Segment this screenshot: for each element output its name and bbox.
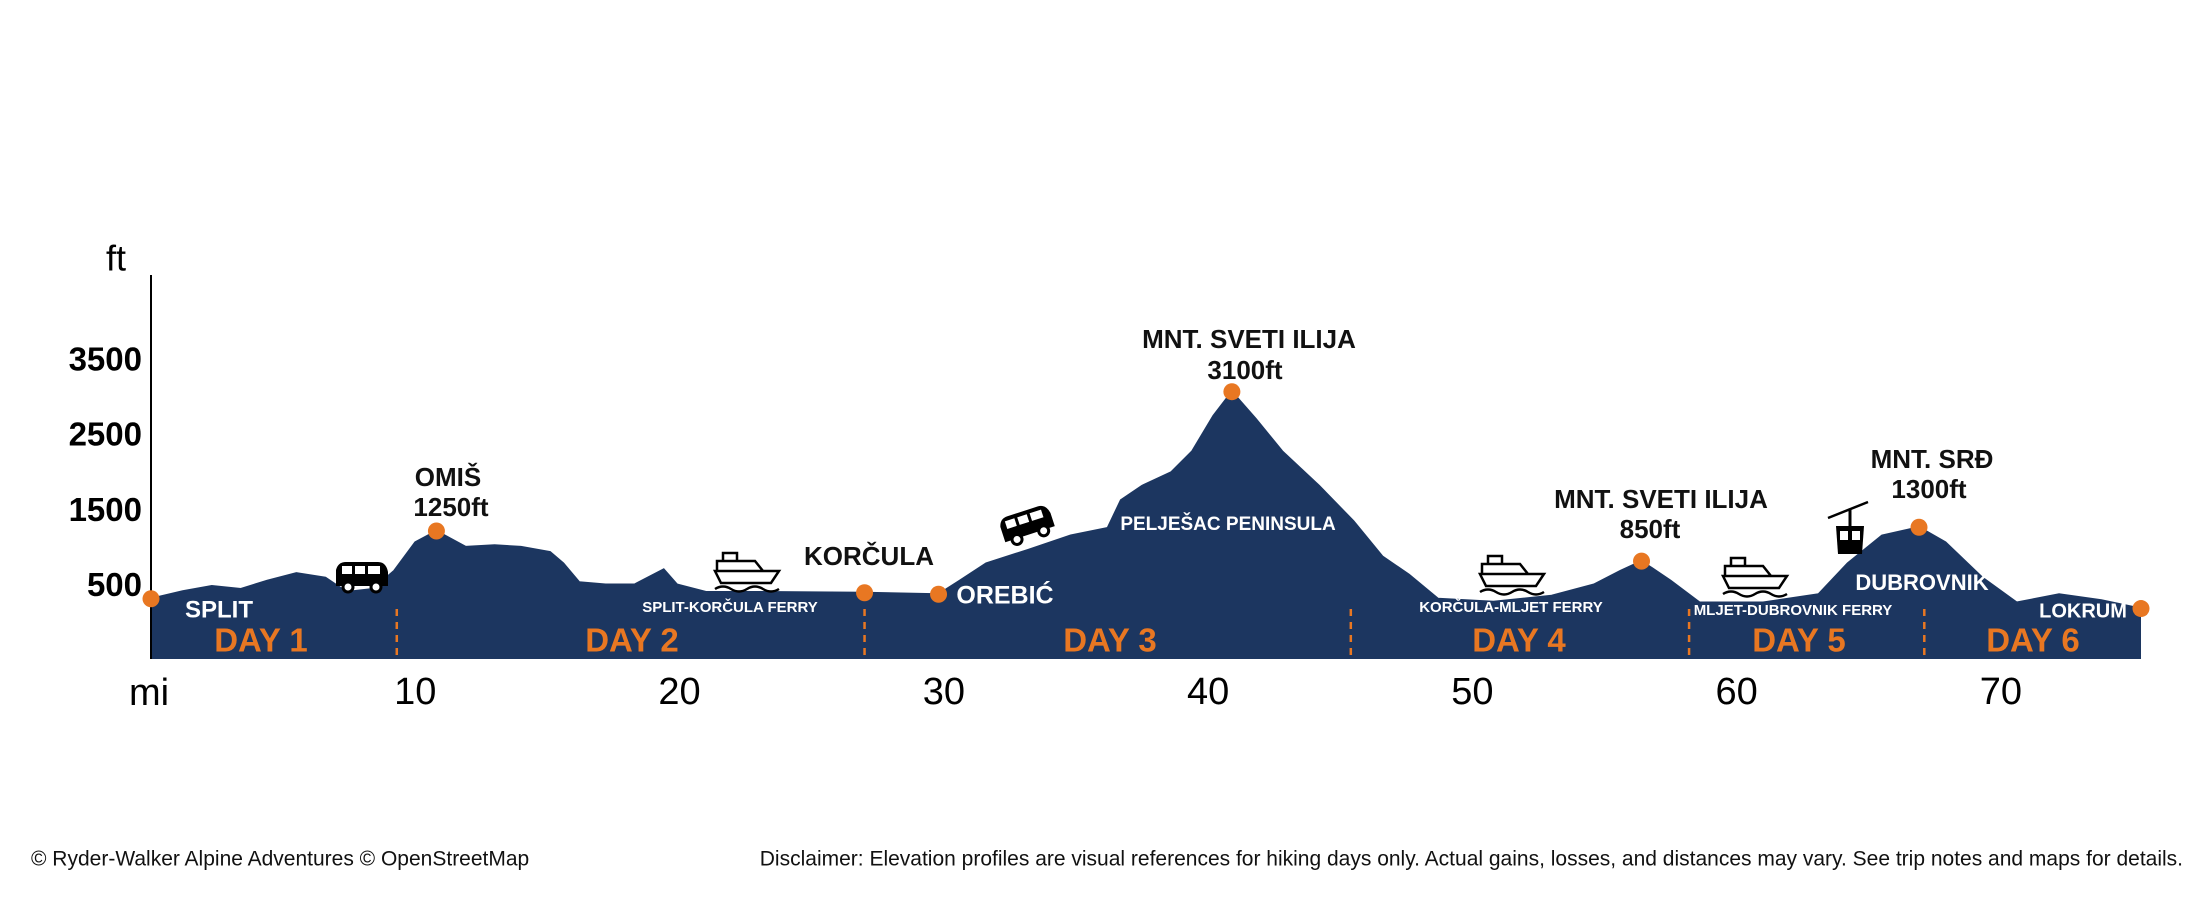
day-label: DAY 6 <box>1986 622 2080 659</box>
day-label: DAY 1 <box>214 622 308 659</box>
y-tick-label: 500 <box>87 566 142 603</box>
x-tick-label: 40 <box>1187 671 1229 713</box>
annotation: KORČULA-MLJET FERRY <box>1419 598 1603 616</box>
disclaimer: Disclaimer: Elevation profiles are visua… <box>760 848 2183 871</box>
day-label: DAY 3 <box>1063 622 1157 659</box>
marker-dot <box>856 584 874 602</box>
gondola-icon <box>1827 500 1869 554</box>
marker-dot <box>1633 552 1651 570</box>
y-tick-label: 1500 <box>69 491 142 528</box>
annotation: MLJET-DUBROVNIK FERRY <box>1694 602 1893 619</box>
marker-dot <box>1223 383 1241 401</box>
x-axis-unit: mi <box>129 672 169 714</box>
plot: 500 1500 2500 3500 10 20 30 40 50 60 70 <box>69 275 2150 713</box>
marker-dot <box>2132 600 2150 618</box>
annotation: SPLIT-KORČULA FERRY <box>642 598 818 616</box>
x-tick-label: 60 <box>1716 671 1758 713</box>
marker-elevation: 1300ft <box>1891 474 1966 504</box>
y-tick-label: 2500 <box>69 416 142 453</box>
ferry-icon <box>1720 556 1790 598</box>
van-icon <box>1000 505 1055 546</box>
marker-elevation: 3100ft <box>1207 355 1282 385</box>
marker-dot <box>1910 518 1928 536</box>
marker-name: LOKRUM <box>2039 600 2127 622</box>
area-fill <box>151 391 2141 659</box>
marker-name: MNT. SVETI ILIJA <box>1554 484 1768 514</box>
marker-name: SPLIT <box>185 596 253 623</box>
marker-elevation: 850ft <box>1620 514 1681 544</box>
credit: © Ryder-Walker Alpine Adventures © OpenS… <box>31 848 529 871</box>
marker-name: KORČULA <box>804 541 934 571</box>
marker-dot <box>930 585 948 603</box>
annotation: PELJEŠAC PENINSULA <box>1120 513 1336 535</box>
marker-name: OREBIĆ <box>956 580 1053 610</box>
marker-elevation: 1250ft <box>413 492 488 522</box>
marker-name: OMIŠ <box>415 462 481 492</box>
marker-name: MNT. SRĐ <box>1871 444 1994 474</box>
day-label: DAY 5 <box>1752 622 1846 659</box>
marker-dot <box>427 522 445 540</box>
ferry-icon <box>1477 554 1547 596</box>
ferry-icon <box>712 551 782 593</box>
y-axis-unit: ft <box>106 238 126 279</box>
x-tick-label: 70 <box>1980 671 2022 713</box>
profile-line <box>150 390 2142 610</box>
day-label: DAY 2 <box>585 622 679 659</box>
marker-name: MNT. SVETI ILIJA <box>1142 324 1356 354</box>
x-tick-label: 30 <box>923 671 965 713</box>
x-tick-label: 20 <box>658 671 700 713</box>
x-tick-label: 50 <box>1451 671 1493 713</box>
annotation: DUBROVNIK <box>1855 570 1988 595</box>
marker-dot <box>142 590 160 608</box>
van-icon <box>336 562 388 594</box>
x-tick-label: 10 <box>394 671 436 713</box>
y-tick-label: 3500 <box>69 340 142 377</box>
day-label: DAY 4 <box>1472 622 1566 659</box>
